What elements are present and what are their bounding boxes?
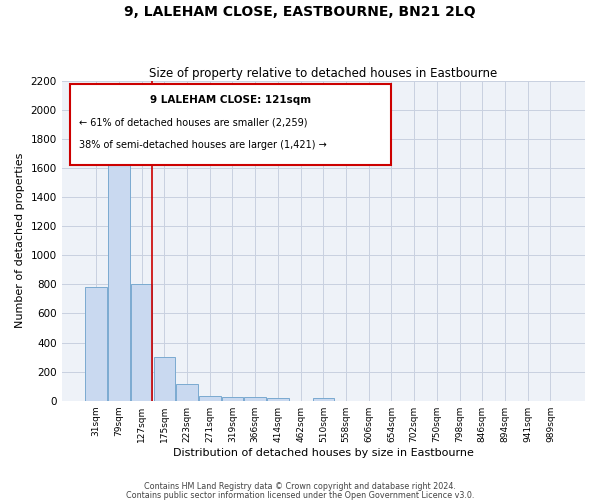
FancyBboxPatch shape bbox=[70, 84, 391, 166]
Bar bbox=[244, 396, 266, 400]
Text: 38% of semi-detached houses are larger (1,421) →: 38% of semi-detached houses are larger (… bbox=[79, 140, 326, 150]
Bar bbox=[131, 284, 152, 401]
Y-axis label: Number of detached properties: Number of detached properties bbox=[15, 153, 25, 328]
Text: Contains public sector information licensed under the Open Government Licence v3: Contains public sector information licen… bbox=[126, 490, 474, 500]
Text: ← 61% of detached houses are smaller (2,259): ← 61% of detached houses are smaller (2,… bbox=[79, 118, 307, 128]
Bar bbox=[85, 287, 107, 401]
Bar bbox=[267, 398, 289, 400]
Title: Size of property relative to detached houses in Eastbourne: Size of property relative to detached ho… bbox=[149, 66, 497, 80]
Bar bbox=[154, 357, 175, 401]
Bar bbox=[199, 396, 221, 400]
Text: 9 LALEHAM CLOSE: 121sqm: 9 LALEHAM CLOSE: 121sqm bbox=[150, 95, 311, 105]
Bar bbox=[313, 398, 334, 400]
Bar bbox=[176, 384, 198, 400]
Text: 9, LALEHAM CLOSE, EASTBOURNE, BN21 2LQ: 9, LALEHAM CLOSE, EASTBOURNE, BN21 2LQ bbox=[124, 5, 476, 19]
Bar bbox=[222, 396, 243, 400]
Text: Contains HM Land Registry data © Crown copyright and database right 2024.: Contains HM Land Registry data © Crown c… bbox=[144, 482, 456, 491]
X-axis label: Distribution of detached houses by size in Eastbourne: Distribution of detached houses by size … bbox=[173, 448, 474, 458]
Bar bbox=[108, 155, 130, 400]
